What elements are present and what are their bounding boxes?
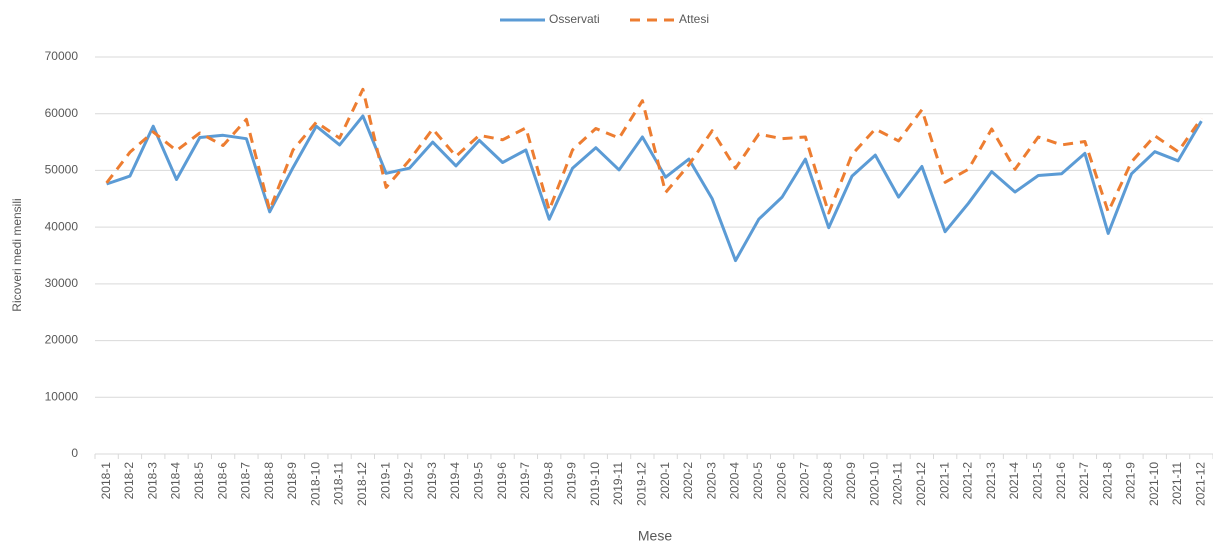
x-tick-label: 2021-6 (1054, 462, 1068, 500)
y-tick-label: 70000 (45, 49, 79, 63)
x-tick-label: 2019-10 (588, 462, 602, 506)
legend-label: Osservati (549, 12, 600, 26)
x-tick-label: 2018-3 (145, 462, 159, 500)
x-tick-label: 2019-8 (541, 462, 555, 500)
x-tick-label: 2021-12 (1194, 462, 1208, 506)
x-tick-label: 2018-12 (355, 462, 369, 506)
x-tick-label: 2018-11 (332, 462, 346, 505)
x-tick-label: 2019-6 (495, 462, 509, 500)
x-tick-label: 2021-5 (1030, 462, 1044, 500)
x-tick-label: 2019-5 (471, 462, 485, 500)
x-tick-label: 2019-12 (635, 462, 649, 506)
x-tick-label: 2020-9 (844, 462, 858, 500)
x-tick-label: 2021-10 (1147, 462, 1161, 506)
y-tick-label: 20000 (45, 333, 79, 347)
x-tick-label: 2021-4 (1007, 462, 1021, 500)
x-tick-label: 2021-3 (984, 462, 998, 500)
x-axis-title: Mese (638, 528, 672, 544)
x-tick-label: 2019-11 (611, 462, 625, 505)
x-tick-label: 2019-9 (565, 462, 579, 500)
x-tick-label: 2018-2 (122, 462, 136, 500)
line-series (106, 114, 1203, 263)
x-tick-label: 2019-3 (425, 462, 439, 500)
x-tick-label: 2018-8 (262, 462, 276, 500)
y-tick-label: 40000 (45, 219, 79, 233)
x-tick-label: 2021-7 (1077, 462, 1091, 500)
y-tick-label: 50000 (45, 163, 79, 177)
x-tick-label: 2020-6 (774, 462, 788, 500)
x-tick-label: 2020-12 (914, 462, 928, 506)
y-tick-label: 0 (71, 446, 78, 460)
x-tick-label: 2018-6 (215, 462, 229, 500)
x-tick-label: 2019-1 (378, 462, 392, 500)
y-tick-label: 60000 (45, 106, 79, 120)
x-tick-label: 2020-1 (658, 462, 672, 500)
x-tick-label: 2020-4 (728, 462, 742, 500)
x-tick-label: 2019-2 (402, 462, 416, 500)
x-tick-label: 2021-8 (1100, 462, 1114, 500)
y-tick-label: 10000 (45, 389, 79, 403)
x-tick-label: 2019-4 (448, 462, 462, 500)
legend-label: Attesi (679, 12, 709, 26)
x-tick-label: 2020-3 (704, 462, 718, 500)
x-tick-label: 2020-10 (867, 462, 881, 506)
x-tick-label: 2020-11 (891, 462, 905, 505)
y-tick-label: 30000 (45, 276, 79, 290)
x-tick-label: 2021-2 (961, 462, 975, 500)
x-tick-label: 2018-5 (192, 462, 206, 500)
x-tick-label: 2020-7 (798, 462, 812, 500)
x-tick-label: 2018-9 (285, 462, 299, 500)
x-tick-label: 2020-2 (681, 462, 695, 500)
x-tick-label: 2018-1 (99, 462, 113, 500)
line-series (105, 87, 1203, 215)
x-tick-label: 2018-7 (239, 462, 253, 500)
x-tick-label: 2021-1 (937, 462, 951, 500)
x-tick-label: 2020-5 (751, 462, 765, 500)
x-tick-label: 2019-7 (518, 462, 532, 500)
x-tick-label: 2018-10 (308, 462, 322, 506)
x-tick-label: 2021-9 (1124, 462, 1138, 500)
x-tick-label: 2021-11 (1170, 462, 1184, 505)
x-tick-label: 2018-4 (169, 462, 183, 500)
x-tick-label: 2020-8 (821, 462, 835, 500)
y-axis-title: Ricoveri medi mensili (10, 198, 24, 311)
